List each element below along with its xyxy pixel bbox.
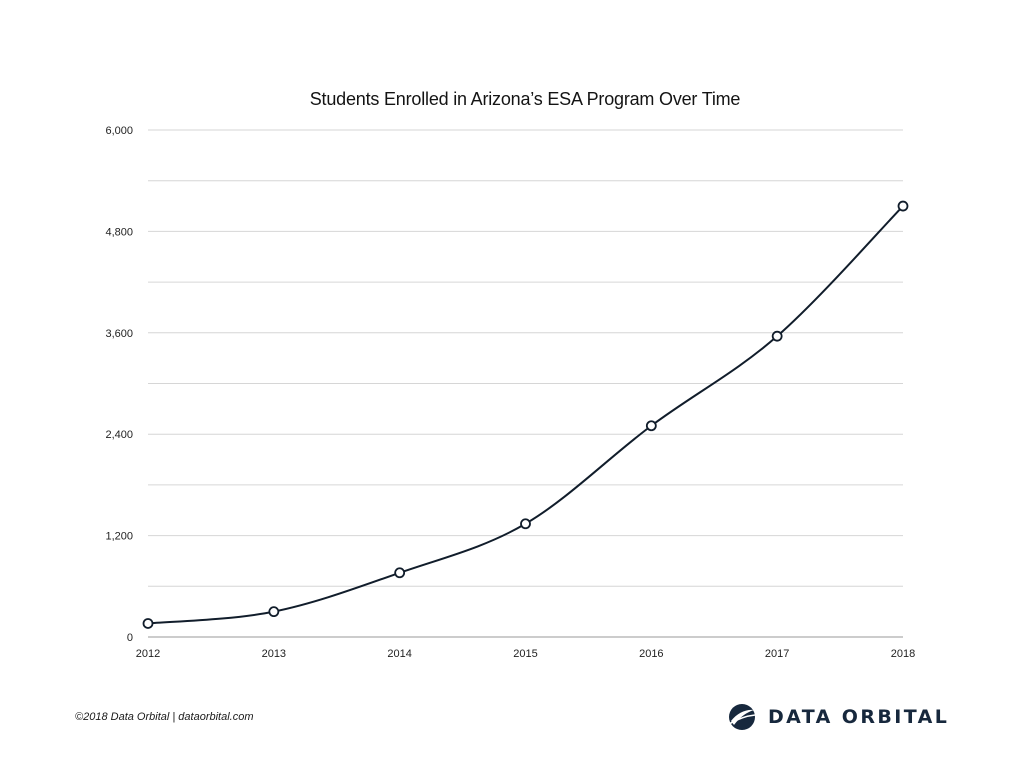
- gridlines: [148, 129, 903, 587]
- y-tick-label: 3,600: [105, 328, 133, 340]
- y-tick-labels: 0 1,200 2,400 3,600 4,800 6,000: [105, 125, 133, 644]
- data-point: [520, 518, 531, 530]
- y-tick-label: 2,400: [105, 429, 133, 441]
- data-point: [142, 618, 154, 629]
- x-tick-label: 2018: [891, 648, 915, 660]
- data-point: [394, 567, 406, 579]
- logo-text: DATA ORBITAL: [768, 706, 950, 728]
- x-tick-label: 2013: [262, 648, 286, 660]
- footer-credit: ©2018 Data Orbital | dataorbital.com: [75, 711, 254, 723]
- data-point: [645, 420, 657, 432]
- chart-title: Students Enrolled in Arizona’s ESA Progr…: [309, 89, 741, 109]
- data-orbital-logo: DATA ORBITAL: [728, 703, 949, 731]
- data-point: [771, 330, 783, 342]
- x-tick-label: 2012: [136, 648, 160, 660]
- series-line: [147, 205, 904, 625]
- x-tick-labels: 2012 2013 2014 2015 2016 2017 2018: [136, 648, 915, 660]
- x-tick-label: 2017: [765, 648, 789, 660]
- x-tick-label: 2014: [387, 648, 411, 660]
- series-line-layer: [147, 205, 904, 625]
- data-point: [897, 200, 909, 212]
- orbital-globe-icon: [728, 704, 756, 730]
- point-markers: [142, 200, 909, 629]
- data-point: [268, 606, 280, 618]
- y-tick-label: 4,800: [105, 226, 133, 238]
- y-tick-label: 6,000: [105, 125, 133, 137]
- x-tick-label: 2016: [639, 648, 663, 660]
- y-tick-label: 1,200: [105, 531, 133, 543]
- x-tick-label: 2015: [513, 648, 537, 660]
- y-tick-label: 0: [127, 632, 133, 644]
